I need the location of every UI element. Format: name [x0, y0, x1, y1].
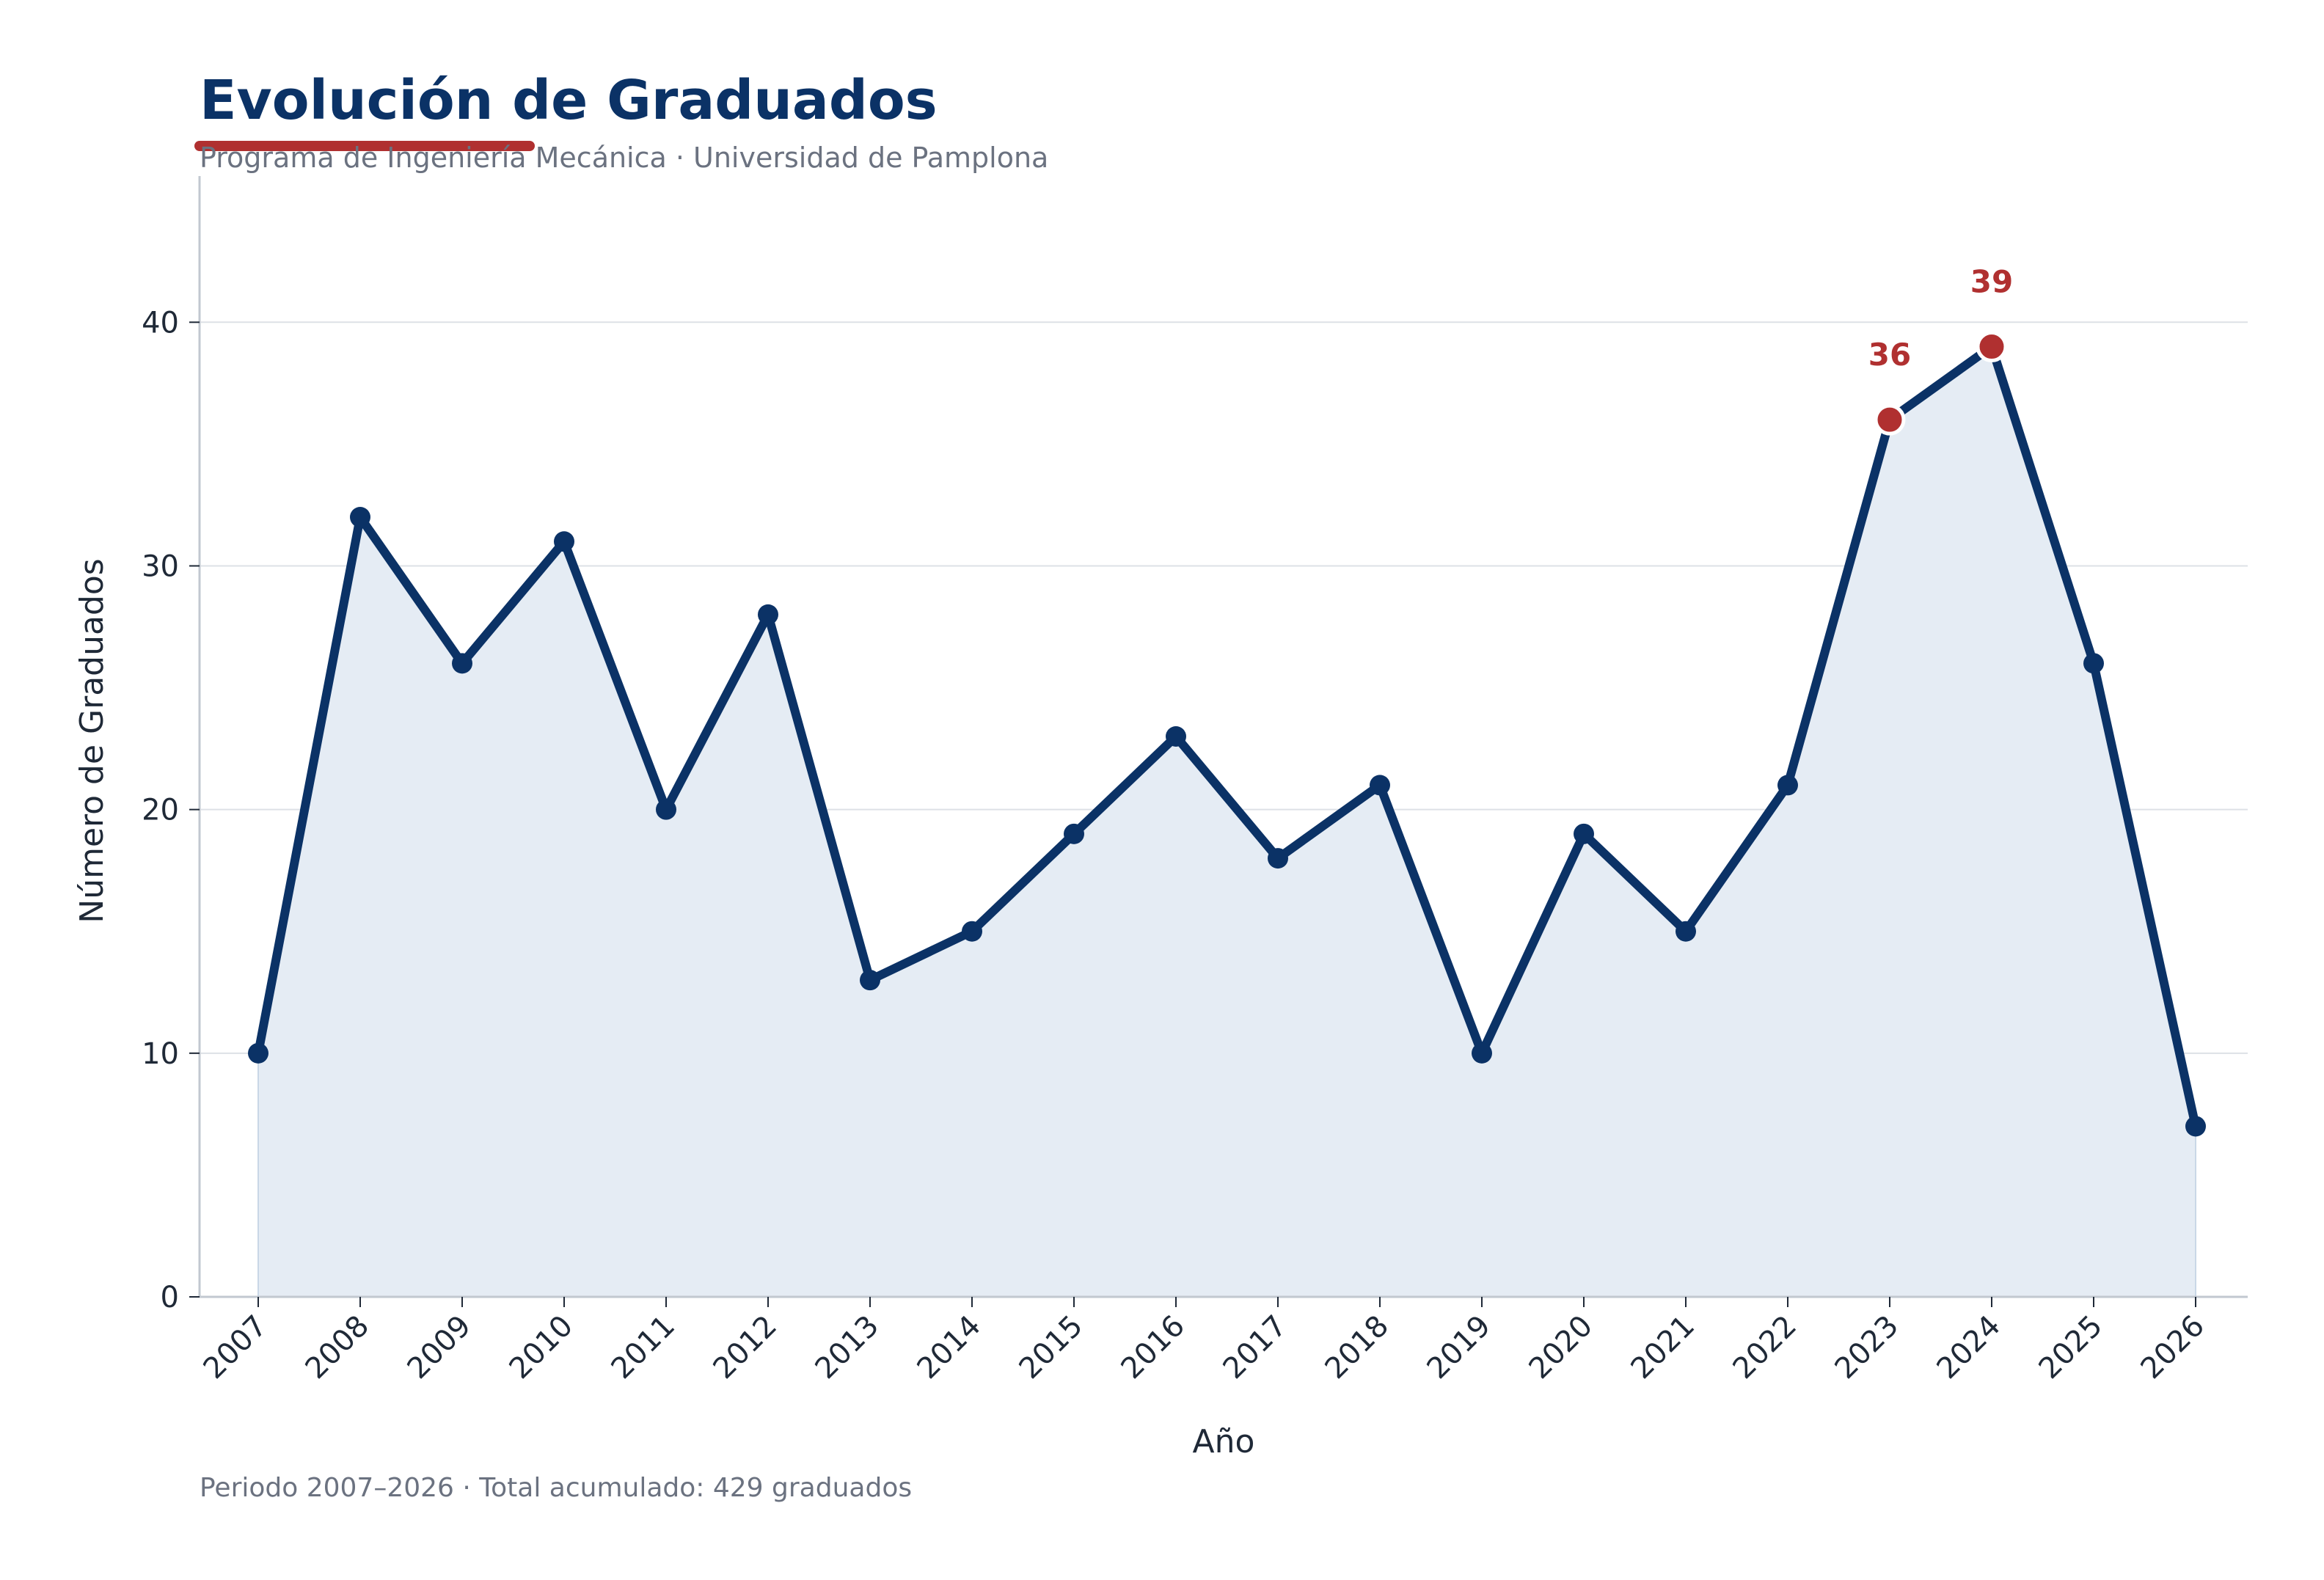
data-point-2021	[1676, 921, 1696, 942]
data-point-2016	[1166, 726, 1186, 747]
x-tick-label-2020: 2020	[1523, 1309, 1600, 1386]
y-tick-label-20: 20	[142, 794, 179, 827]
data-point-2007	[248, 1042, 268, 1064]
data-point-2019	[1472, 1042, 1492, 1064]
area-fill	[257, 345, 2196, 1298]
data-point-2011	[656, 799, 676, 820]
x-tick-label-2022: 2022	[1727, 1309, 1804, 1386]
y-tick-label-30: 30	[142, 549, 179, 583]
y-tick-labels: 0 10 20 30 40	[142, 306, 179, 1314]
data-point-2024-highlight	[1976, 331, 2008, 363]
data-point-2013	[860, 970, 880, 991]
data-point-2022	[1777, 775, 1798, 796]
x-tick-label-2024: 2024	[1931, 1309, 2008, 1386]
data-point-2020	[1574, 823, 1594, 844]
x-tick-label-2017: 2017	[1217, 1309, 1294, 1386]
data-point-2018	[1370, 775, 1390, 796]
axes	[189, 176, 2248, 1307]
x-tick-labels: 2007 2008 2009 2010 2011 2012 2013 2014 2015 2016…	[197, 1309, 2212, 1386]
footer-note: Periodo 2007–2026 · Total acumulado: 429…	[200, 1473, 912, 1503]
data-point-2023-highlight	[1874, 403, 1906, 436]
x-tick-label-2016: 2016	[1115, 1309, 1192, 1386]
data-point-2009	[452, 653, 472, 674]
chart-subtitle: Programa de Ingeniería Mecánica · Univer…	[200, 142, 1048, 174]
x-tick-label-2012: 2012	[707, 1309, 784, 1386]
data-points	[248, 331, 2206, 1137]
data-point-2008	[350, 507, 370, 528]
data-point-2017	[1268, 848, 1288, 869]
x-tick-label-2023: 2023	[1829, 1309, 1906, 1386]
x-tick-label-2019: 2019	[1421, 1309, 1498, 1386]
data-point-2012	[758, 604, 778, 625]
data-point-2010	[554, 531, 574, 552]
data-point-2015	[1064, 823, 1084, 844]
x-tick-label-2014: 2014	[911, 1309, 988, 1386]
x-tick-label-2026: 2026	[2135, 1309, 2212, 1386]
x-tick-label-2008: 2008	[299, 1309, 376, 1386]
x-tick-label-2011: 2011	[605, 1309, 682, 1386]
y-axis-label: Número de Graduados	[73, 558, 111, 923]
x-axis-label: Año	[1193, 1423, 1255, 1460]
series-line	[254, 342, 2200, 1131]
x-tick-label-2007: 2007	[197, 1309, 274, 1386]
x-tick-label-2021: 2021	[1625, 1309, 1702, 1386]
data-label-2024: 39	[1970, 264, 2013, 300]
data-point-2014	[962, 921, 982, 942]
x-tick-label-2018: 2018	[1319, 1309, 1396, 1386]
x-tick-label-2013: 2013	[809, 1309, 886, 1386]
chart-title: Evolución de Graduados	[200, 69, 938, 132]
data-label-2023: 36	[1868, 337, 1911, 373]
x-tick-label-2009: 2009	[401, 1309, 478, 1386]
data-point-2025	[2083, 653, 2104, 674]
y-tick-label-40: 40	[142, 306, 179, 340]
data-labels: 36 39	[1868, 264, 2013, 373]
y-tick-label-0: 0	[161, 1281, 179, 1314]
x-tick-label-2015: 2015	[1013, 1309, 1090, 1386]
data-point-2026	[2185, 1116, 2206, 1137]
y-tick-label-10: 10	[142, 1037, 179, 1071]
x-tick-label-2025: 2025	[2033, 1309, 2110, 1386]
x-tick-label-2010: 2010	[503, 1309, 580, 1386]
